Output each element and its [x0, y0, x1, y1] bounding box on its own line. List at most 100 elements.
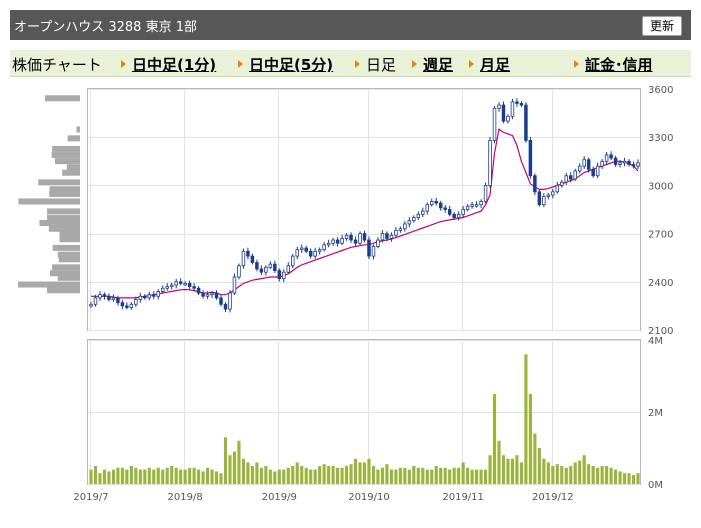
candle-up	[241, 250, 246, 267]
volume-bar	[564, 467, 568, 484]
tab-label[interactable]: 日中足(1分)	[132, 56, 217, 74]
candle-up	[205, 294, 210, 297]
candle	[515, 98, 519, 107]
candle-up	[394, 229, 398, 236]
date-tick-label: 2019/7	[73, 492, 108, 503]
volume-tick-label: 0M	[648, 480, 663, 491]
candle	[542, 193, 546, 208]
candle	[286, 262, 291, 275]
volume-bar	[425, 469, 429, 484]
volume-bar	[582, 455, 586, 484]
candle-up	[546, 194, 551, 198]
candle-up	[510, 101, 515, 117]
volume-profile-bar	[52, 264, 80, 271]
candle-down	[219, 297, 223, 305]
candle	[317, 247, 322, 255]
tab-label[interactable]: 日中足(5分)	[249, 56, 334, 74]
tab-label[interactable]: 月足	[480, 56, 511, 74]
tab-weekly[interactable]: 週足	[412, 54, 453, 75]
volume-bar	[152, 469, 156, 484]
volume-bar	[510, 458, 515, 484]
tab-intraday-5min[interactable]: 日中足(5分)	[238, 54, 333, 75]
volume-bar	[636, 473, 640, 484]
volume-bar	[201, 471, 205, 484]
volume-bar	[219, 473, 223, 484]
candle	[250, 253, 255, 265]
volume-bar	[600, 466, 604, 484]
candle-up	[326, 242, 331, 246]
date-tick-label: 2019/11	[442, 492, 484, 503]
tab-intraday-1min[interactable]: 日中足(1分)	[121, 54, 216, 75]
candle-up	[183, 283, 187, 286]
price-axis: 3600 3300 3000 2700 2400 2100	[648, 85, 673, 337]
volume-profile-bar	[54, 158, 80, 165]
candle	[277, 268, 282, 282]
candle-down	[192, 286, 196, 289]
candle	[631, 161, 636, 169]
candle	[488, 136, 492, 188]
candle-up	[456, 213, 461, 218]
candle	[362, 230, 367, 243]
volume-profile-bar	[52, 145, 80, 152]
volume-bar	[398, 467, 402, 484]
volume-bar	[295, 462, 299, 484]
candle	[160, 285, 165, 294]
volume-bar	[336, 467, 340, 484]
candle-up	[160, 287, 165, 292]
volume-bar	[228, 455, 232, 484]
candle-down	[178, 281, 183, 284]
candle-down	[143, 295, 147, 299]
tab-monthly[interactable]: 月足	[469, 54, 510, 75]
candle-down	[586, 159, 591, 170]
candle	[264, 265, 268, 276]
arrow-right-icon	[238, 59, 243, 68]
volume-bar	[618, 471, 622, 484]
candle	[447, 205, 452, 217]
volume-bar	[546, 462, 550, 484]
volume-bar	[614, 469, 618, 484]
volume-profile-bar	[66, 164, 80, 171]
candle	[573, 168, 577, 181]
volume-profile-bar	[49, 190, 80, 197]
candle-up	[470, 204, 474, 207]
volume-profile-bar	[76, 126, 80, 133]
volume-bar	[443, 467, 447, 484]
volume-bar	[170, 466, 174, 484]
volume-profile-bar	[67, 135, 80, 142]
volume-profile-bar	[49, 186, 80, 193]
tab-label[interactable]: 週足	[423, 56, 454, 74]
volume-bar	[183, 469, 187, 484]
tab-stock-chart: 株価チャート	[12, 54, 102, 75]
candle	[304, 245, 308, 254]
candle	[492, 106, 497, 144]
candle	[205, 291, 210, 300]
candle	[147, 291, 152, 301]
volume-bar	[282, 469, 286, 484]
candle-up	[340, 238, 344, 244]
candle	[344, 232, 349, 241]
candle	[223, 302, 228, 313]
volume-bar	[551, 466, 555, 484]
tab-label[interactable]: 証金･信用	[585, 56, 653, 74]
candle-up	[93, 297, 98, 305]
candle	[107, 293, 111, 302]
volume-bar	[349, 464, 353, 484]
candle	[470, 201, 474, 209]
candle	[510, 98, 515, 120]
candle	[322, 241, 326, 252]
candle-down	[533, 175, 537, 193]
volume-bar	[93, 466, 98, 484]
update-button[interactable]: 更新	[642, 16, 682, 36]
candle-down	[613, 157, 618, 165]
candle-up	[595, 165, 600, 177]
candle-up	[317, 249, 322, 252]
candle	[237, 263, 241, 280]
tab-margin-credit[interactable]: 証金･信用	[574, 54, 653, 75]
volume-bar	[250, 466, 254, 484]
candle	[438, 200, 443, 211]
candle	[577, 163, 582, 174]
volume-bar	[116, 467, 120, 484]
volume-bar	[448, 469, 452, 484]
candle	[152, 291, 156, 300]
volume-bar	[519, 462, 523, 484]
